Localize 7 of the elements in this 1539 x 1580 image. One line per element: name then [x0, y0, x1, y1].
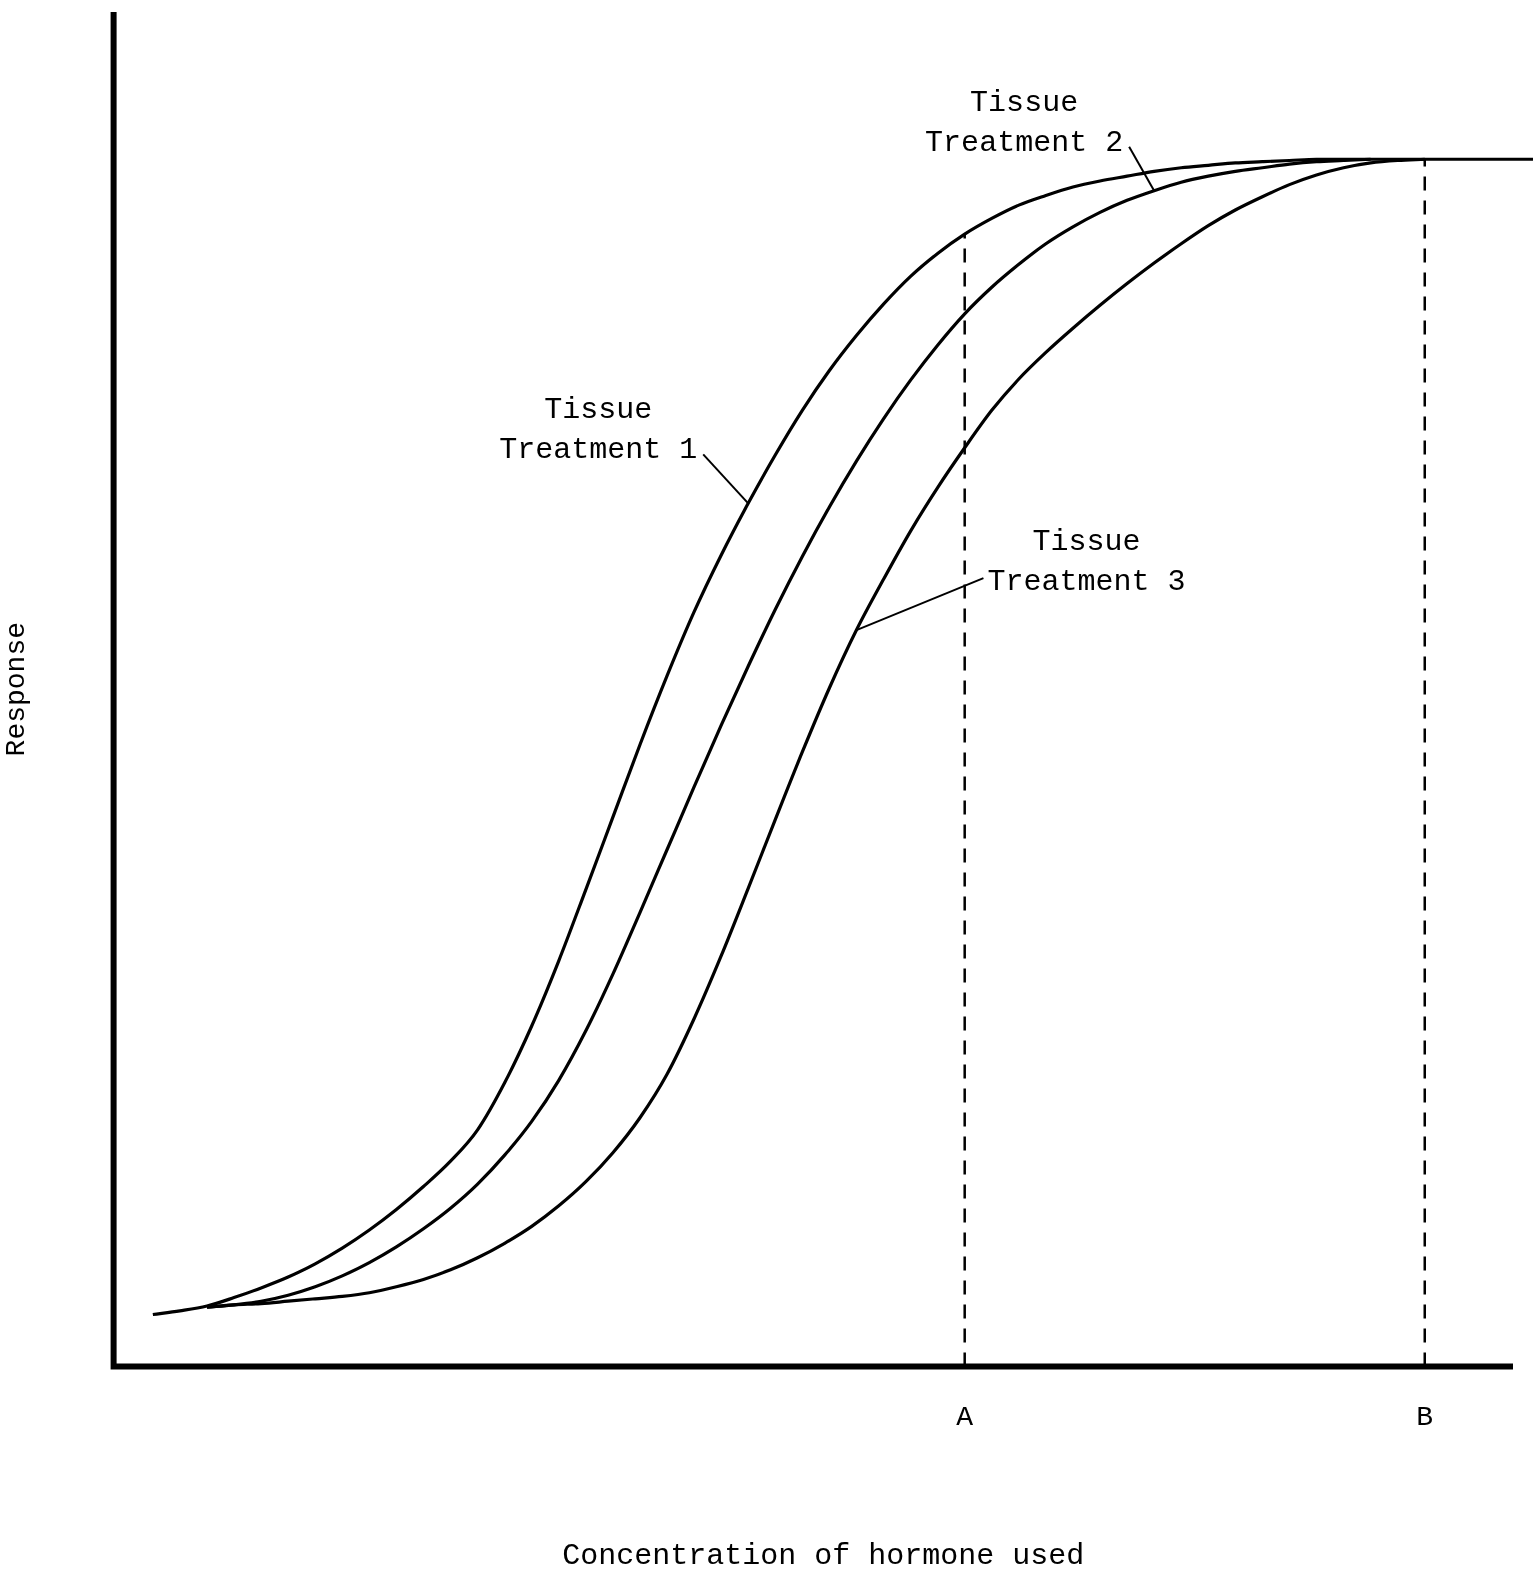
x-axis-title: Concentration of hormone used	[562, 1538, 1085, 1573]
x-tick-label: A	[956, 1401, 974, 1433]
series-label: Tissue Treatment 2	[925, 85, 1124, 160]
y-axis-title: Response	[1, 621, 33, 757]
x-tick-label: B	[1416, 1401, 1434, 1433]
text: Tissue Treatment 1	[499, 393, 698, 468]
text: Tissue Treatment 3	[987, 525, 1186, 600]
